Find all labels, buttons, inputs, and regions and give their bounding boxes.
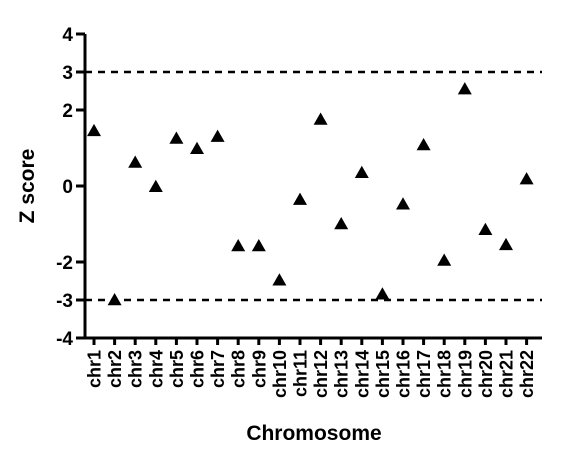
data-point [231,239,246,252]
data-point [251,239,266,252]
x-axis: chr1 chr2 chr3 chr4 chr5 chr6 chr7 chr8 chr9 chr1… [85,336,542,398]
x-tick-label: chr1 [85,350,105,388]
data-point [457,82,472,95]
data-point [375,287,390,300]
data-point [210,129,225,142]
y-tick-label: 2 [62,101,73,122]
data-point [416,137,431,151]
data-point [334,217,349,230]
data-point [519,172,534,185]
data-point [87,123,101,137]
x-tick-label: chr20 [476,350,496,398]
data-point [190,141,204,155]
x-tick-label: chr4 [146,350,166,388]
x-tick-label: chr21 [497,350,517,398]
x-tick-label: chr6 [188,350,208,388]
reference-lines [85,70,542,302]
x-tick-label: chr15 [373,350,393,398]
data-point [148,179,163,193]
data-point [396,197,410,210]
y-axis-title: Z score [16,149,39,224]
x-tick-label: chr16 [394,350,414,398]
y-tick-label: -3 [56,291,73,312]
x-tick-label: chr7 [208,350,228,388]
x-axis-title: Chromosome [246,422,381,445]
data-point [478,222,493,235]
x-tick-label: chr3 [126,350,146,388]
x-tick-label: chr17 [414,350,434,398]
data-point [354,165,369,178]
x-tick-label: chr5 [167,350,187,388]
y-tick-label: 4 [62,25,73,46]
x-tick-label: chr22 [517,350,537,398]
y-tick-label: 3 [62,63,73,84]
x-tick-label: chr12 [311,350,331,398]
x-tick-label: chr2 [105,350,125,388]
data-point [499,237,513,251]
x-tick-label: chr18 [435,350,455,398]
x-tick-label: chr8 [229,350,249,388]
x-tick-label: chr10 [270,350,290,398]
data-point [128,155,143,168]
data-point [293,192,307,205]
x-tick-label: chr14 [352,350,372,398]
y-tick-label: -4 [56,329,73,350]
y-axis: 4 3 2 0 -2 -3 -4 [56,25,87,350]
data-points [87,82,534,306]
y-tick-label: -2 [56,253,73,274]
x-tick-label: chr9 [249,350,269,388]
data-point [437,253,452,266]
y-tick-label: 0 [62,177,73,198]
data-point [313,112,328,125]
data-point [169,131,184,144]
data-point [107,293,122,306]
x-tick-label: chr19 [455,350,475,398]
x-tick-label: chr11 [291,350,311,397]
x-tick-label: chr13 [332,350,352,398]
data-point [272,273,287,286]
